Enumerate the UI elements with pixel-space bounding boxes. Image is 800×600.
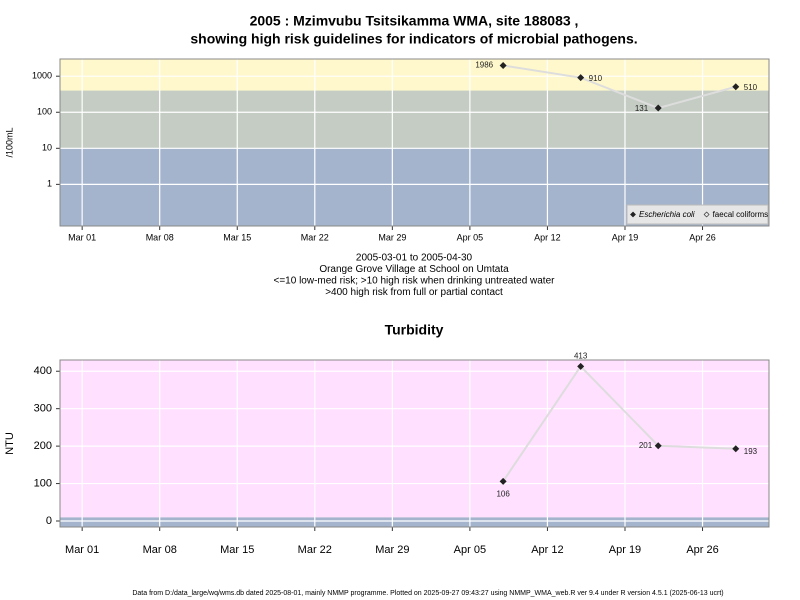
x-tick-label: Mar 22 [301, 232, 329, 242]
data-label: 910 [589, 74, 603, 83]
x-tick-label: Mar 22 [298, 544, 332, 556]
legend-label: Escherichia coli [639, 210, 695, 219]
chart-note: <=10 low-med risk; >10 high risk when dr… [274, 276, 556, 287]
data-label: 1986 [475, 61, 493, 70]
legend-box [626, 204, 769, 225]
data-label: 510 [744, 83, 758, 92]
y-tick-label: 400 [34, 365, 52, 377]
x-tick-label: Mar 01 [65, 544, 99, 556]
x-tick-label: Mar 08 [143, 544, 177, 556]
y-tick-label: 100 [37, 107, 52, 117]
y-tick-label: 100 [34, 477, 52, 489]
risk-band [60, 90, 769, 149]
x-tick-label: Apr 12 [534, 232, 561, 242]
x-tick-label: Mar 08 [146, 232, 174, 242]
series-line [502, 364, 736, 482]
risk-band [60, 360, 769, 518]
chart-title: showing high risk guidelines for indicat… [190, 31, 637, 47]
y-tick-label: 1000 [32, 71, 52, 81]
series-line [502, 64, 737, 110]
x-tick-label: Mar 29 [378, 232, 406, 242]
legend-marker [630, 211, 636, 218]
x-tick-label: Apr 12 [531, 544, 563, 556]
x-tick-label: Apr 05 [457, 232, 484, 242]
y-tick-label: 1 [47, 179, 52, 189]
data-point [732, 445, 740, 453]
data-point [577, 74, 585, 82]
data-point [499, 477, 507, 485]
x-tick-label: Mar 15 [223, 232, 251, 242]
x-tick-label: Mar 29 [375, 544, 409, 556]
data-point [654, 104, 662, 112]
data-label: 413 [574, 351, 588, 360]
data-label: 193 [744, 447, 758, 456]
y-axis-label: /100mL [4, 127, 14, 157]
chart-note: >400 high risk from full or partial cont… [325, 287, 503, 298]
legend-marker [703, 211, 710, 218]
x-tick-label: Apr 05 [454, 544, 486, 556]
data-label: 131 [635, 104, 649, 113]
chart-note: 2005-03-01 to 2005-04-30 [356, 253, 473, 264]
chart-note: Orange Grove Village at School on Umtata [319, 264, 509, 275]
data-point [654, 442, 662, 450]
data-point [499, 61, 507, 69]
x-tick-label: Apr 19 [609, 544, 641, 556]
legend-label: faecal coliforms [713, 210, 769, 219]
plot-frame [59, 58, 770, 227]
x-tick-label: Mar 15 [220, 544, 254, 556]
data-label: 106 [496, 489, 510, 498]
data-point [732, 83, 740, 91]
x-tick-label: Mar 01 [68, 232, 96, 242]
x-tick-label: Apr 26 [686, 544, 718, 556]
risk-band [60, 517, 769, 527]
y-axis-label: NTU [4, 432, 16, 455]
risk-band [60, 59, 769, 91]
x-tick-label: Apr 26 [689, 232, 716, 242]
y-tick-label: 0 [46, 515, 52, 527]
data-label: 201 [639, 441, 653, 450]
plot-frame [59, 359, 770, 528]
x-tick-label: Apr 19 [612, 232, 639, 242]
y-tick-label: 10 [42, 143, 52, 153]
data-point [577, 362, 585, 370]
y-tick-label: 200 [34, 440, 52, 452]
chart-title: Turbidity [385, 322, 444, 338]
y-tick-label: 300 [34, 403, 52, 415]
chart-title: 2005 : Mzimvubu Tsitsikamma WMA, site 18… [250, 13, 579, 29]
footer: Data from D:/data_large/wq/wms.db dated … [132, 590, 723, 597]
